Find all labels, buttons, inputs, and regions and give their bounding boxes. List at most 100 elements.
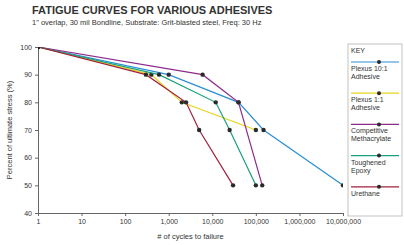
- series-point: [157, 72, 161, 76]
- legend-swatch: [351, 61, 399, 62]
- legend-item: CompetitiveMethacrylate: [351, 122, 399, 143]
- series-point: [200, 72, 204, 76]
- x-axis-line: [39, 214, 344, 217]
- x-tick: 1,000: [160, 213, 178, 225]
- legend-label: Plexus 10:1Adhesive: [351, 65, 388, 80]
- legend-item: Plexus 10:1Adhesive: [351, 60, 399, 80]
- series-point: [236, 100, 240, 104]
- x-tick-mark: [169, 213, 170, 216]
- y-tick: 50: [24, 182, 38, 189]
- legend-marker: [377, 185, 381, 189]
- x-tick-mark: [343, 213, 344, 216]
- y-tick-mark: [35, 102, 38, 103]
- legend-item: Urethane: [351, 185, 399, 197]
- y-tick-label: 40: [24, 210, 32, 217]
- legend-marker: [377, 91, 381, 95]
- legend-label: CompetitiveMethacrylate: [351, 127, 391, 143]
- y-tick-label: 90: [24, 71, 32, 78]
- y-tick: 70: [24, 127, 38, 134]
- subtitle: 1" overlap, 30 mil Bondline, Substrate: …: [32, 18, 262, 27]
- series-point: [227, 128, 231, 132]
- x-tick-label: 10,000,000: [326, 218, 361, 225]
- x-tick-mark: [212, 213, 213, 216]
- y-tick-label: 100: [20, 44, 32, 51]
- y-tick: 40: [24, 210, 38, 217]
- legend-item: ToughenedEpoxy: [351, 154, 399, 175]
- x-tick: 100: [120, 213, 132, 225]
- y-tick: 60: [24, 154, 38, 161]
- y-tick-mark: [35, 130, 38, 131]
- series-point: [341, 183, 343, 187]
- series-point: [231, 183, 235, 187]
- series-point: [38, 47, 40, 49]
- series-point: [184, 100, 188, 104]
- y-tick: 90: [24, 71, 38, 78]
- series-point: [38, 47, 40, 49]
- series-point: [38, 47, 40, 49]
- chart: FATIGUE CURVES FOR VARIOUS ADHESIVES 1" o…: [0, 0, 404, 245]
- legend: KEY Plexus 10:1Adhesive Plexus 1:1Adhesive…: [348, 44, 402, 216]
- legend-label: Urethane: [351, 190, 380, 197]
- series-point: [254, 128, 258, 132]
- series-point: [38, 47, 40, 49]
- x-tick-label: 100: [120, 218, 132, 225]
- legend-box: [348, 44, 402, 216]
- x-tick-label: 1,000,000: [284, 218, 315, 225]
- title: FATIGUE CURVES FOR VARIOUS ADHESIVES: [32, 4, 272, 16]
- series-point: [260, 183, 264, 187]
- series-point: [261, 128, 265, 132]
- y-tick-label: 50: [24, 182, 32, 189]
- x-tick-mark: [299, 213, 300, 216]
- legend-title: KEY: [351, 47, 365, 54]
- legend-item: Plexus 1:1Adhesive: [351, 91, 399, 111]
- y-axis-line: [35, 48, 39, 214]
- x-tick-mark: [82, 213, 83, 216]
- series-point: [236, 100, 240, 104]
- legend-label: Plexus 1:1Adhesive: [351, 96, 384, 111]
- series-point: [214, 100, 218, 104]
- series-line: [38, 47, 262, 185]
- y-tick-mark: [35, 213, 38, 214]
- legend-label: ToughenedEpoxy: [351, 159, 386, 175]
- x-tick: 10: [78, 213, 86, 225]
- x-tick: 10,000: [202, 213, 224, 225]
- x-tick-label: 1,000: [160, 218, 178, 225]
- y-tick-label: 80: [24, 99, 32, 106]
- y-tick: 80: [24, 99, 38, 106]
- x-tick-label: 10: [78, 218, 86, 225]
- series-point: [254, 183, 258, 187]
- legend-marker: [377, 60, 381, 64]
- legend-swatch: [351, 186, 399, 187]
- legend-marker: [377, 122, 381, 126]
- legend-swatch: [351, 93, 399, 94]
- x-axis: 1 10 100 1,000 10,000 100,000 1,000,000 10,000,…: [37, 213, 362, 225]
- y-tick-mark: [35, 185, 38, 186]
- x-tick: 1: [37, 213, 41, 225]
- plot-area: [38, 47, 343, 188]
- y-axis: 40 50 60 70 80 90 100: [20, 44, 38, 217]
- series-point: [38, 47, 40, 49]
- y-tick-label: 70: [24, 127, 32, 134]
- y-tick-label: 60: [24, 154, 32, 161]
- y-tick: 100: [20, 44, 38, 51]
- series-line: [38, 47, 256, 185]
- x-tick-mark: [125, 213, 126, 216]
- series-line: [38, 47, 343, 185]
- series-point: [144, 72, 148, 76]
- y-axis-title: Percent of ultimate stress (%): [5, 80, 14, 179]
- legend-swatch: [351, 155, 399, 156]
- legend-swatch: [351, 124, 399, 125]
- x-tick-label: 100,000: [244, 218, 269, 225]
- legend-marker: [377, 154, 381, 158]
- series-point: [167, 72, 171, 76]
- x-tick: 1,000,000: [284, 213, 315, 225]
- x-tick-mark: [256, 213, 257, 216]
- x-tick-label: 10,000: [202, 218, 224, 225]
- x-axis-title: # of cycles to failure: [157, 232, 223, 241]
- y-tick-mark: [35, 47, 38, 48]
- x-tick: 100,000: [244, 213, 269, 225]
- y-tick-mark: [35, 158, 38, 159]
- y-tick-mark: [35, 75, 38, 76]
- x-tick-label: 1: [37, 218, 41, 225]
- series-line: [38, 47, 233, 185]
